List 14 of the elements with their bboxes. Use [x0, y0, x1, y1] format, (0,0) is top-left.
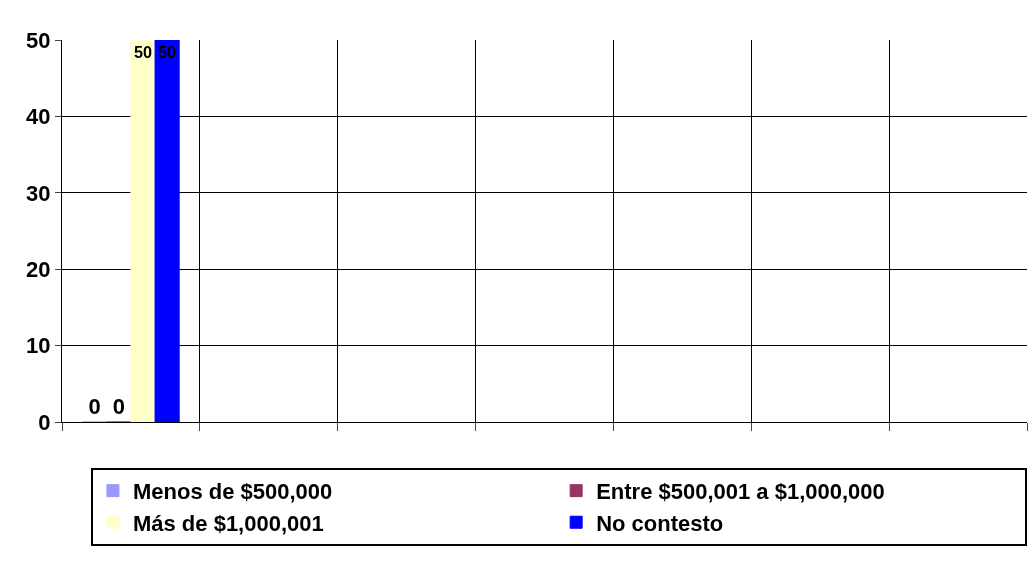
- y-tick-label: 30: [26, 180, 51, 206]
- y-tick-label: 50: [26, 27, 51, 53]
- legend-label: Entre $500,001 a $1,000,000: [596, 479, 885, 505]
- legend-label: Más de $1,000,001: [132, 510, 324, 536]
- legend-label: Menos de $500,000: [132, 479, 333, 505]
- data-label: 50: [133, 42, 153, 61]
- legend-label: No contesto: [596, 510, 724, 536]
- data-label: 0: [88, 394, 101, 419]
- y-tick-label: 20: [26, 256, 51, 282]
- y-tick-label: 0: [38, 409, 51, 435]
- y-tick-label: 40: [26, 104, 51, 130]
- data-label: 0: [112, 394, 125, 419]
- y-tick-label: 10: [26, 333, 51, 359]
- data-label: 50: [158, 42, 177, 61]
